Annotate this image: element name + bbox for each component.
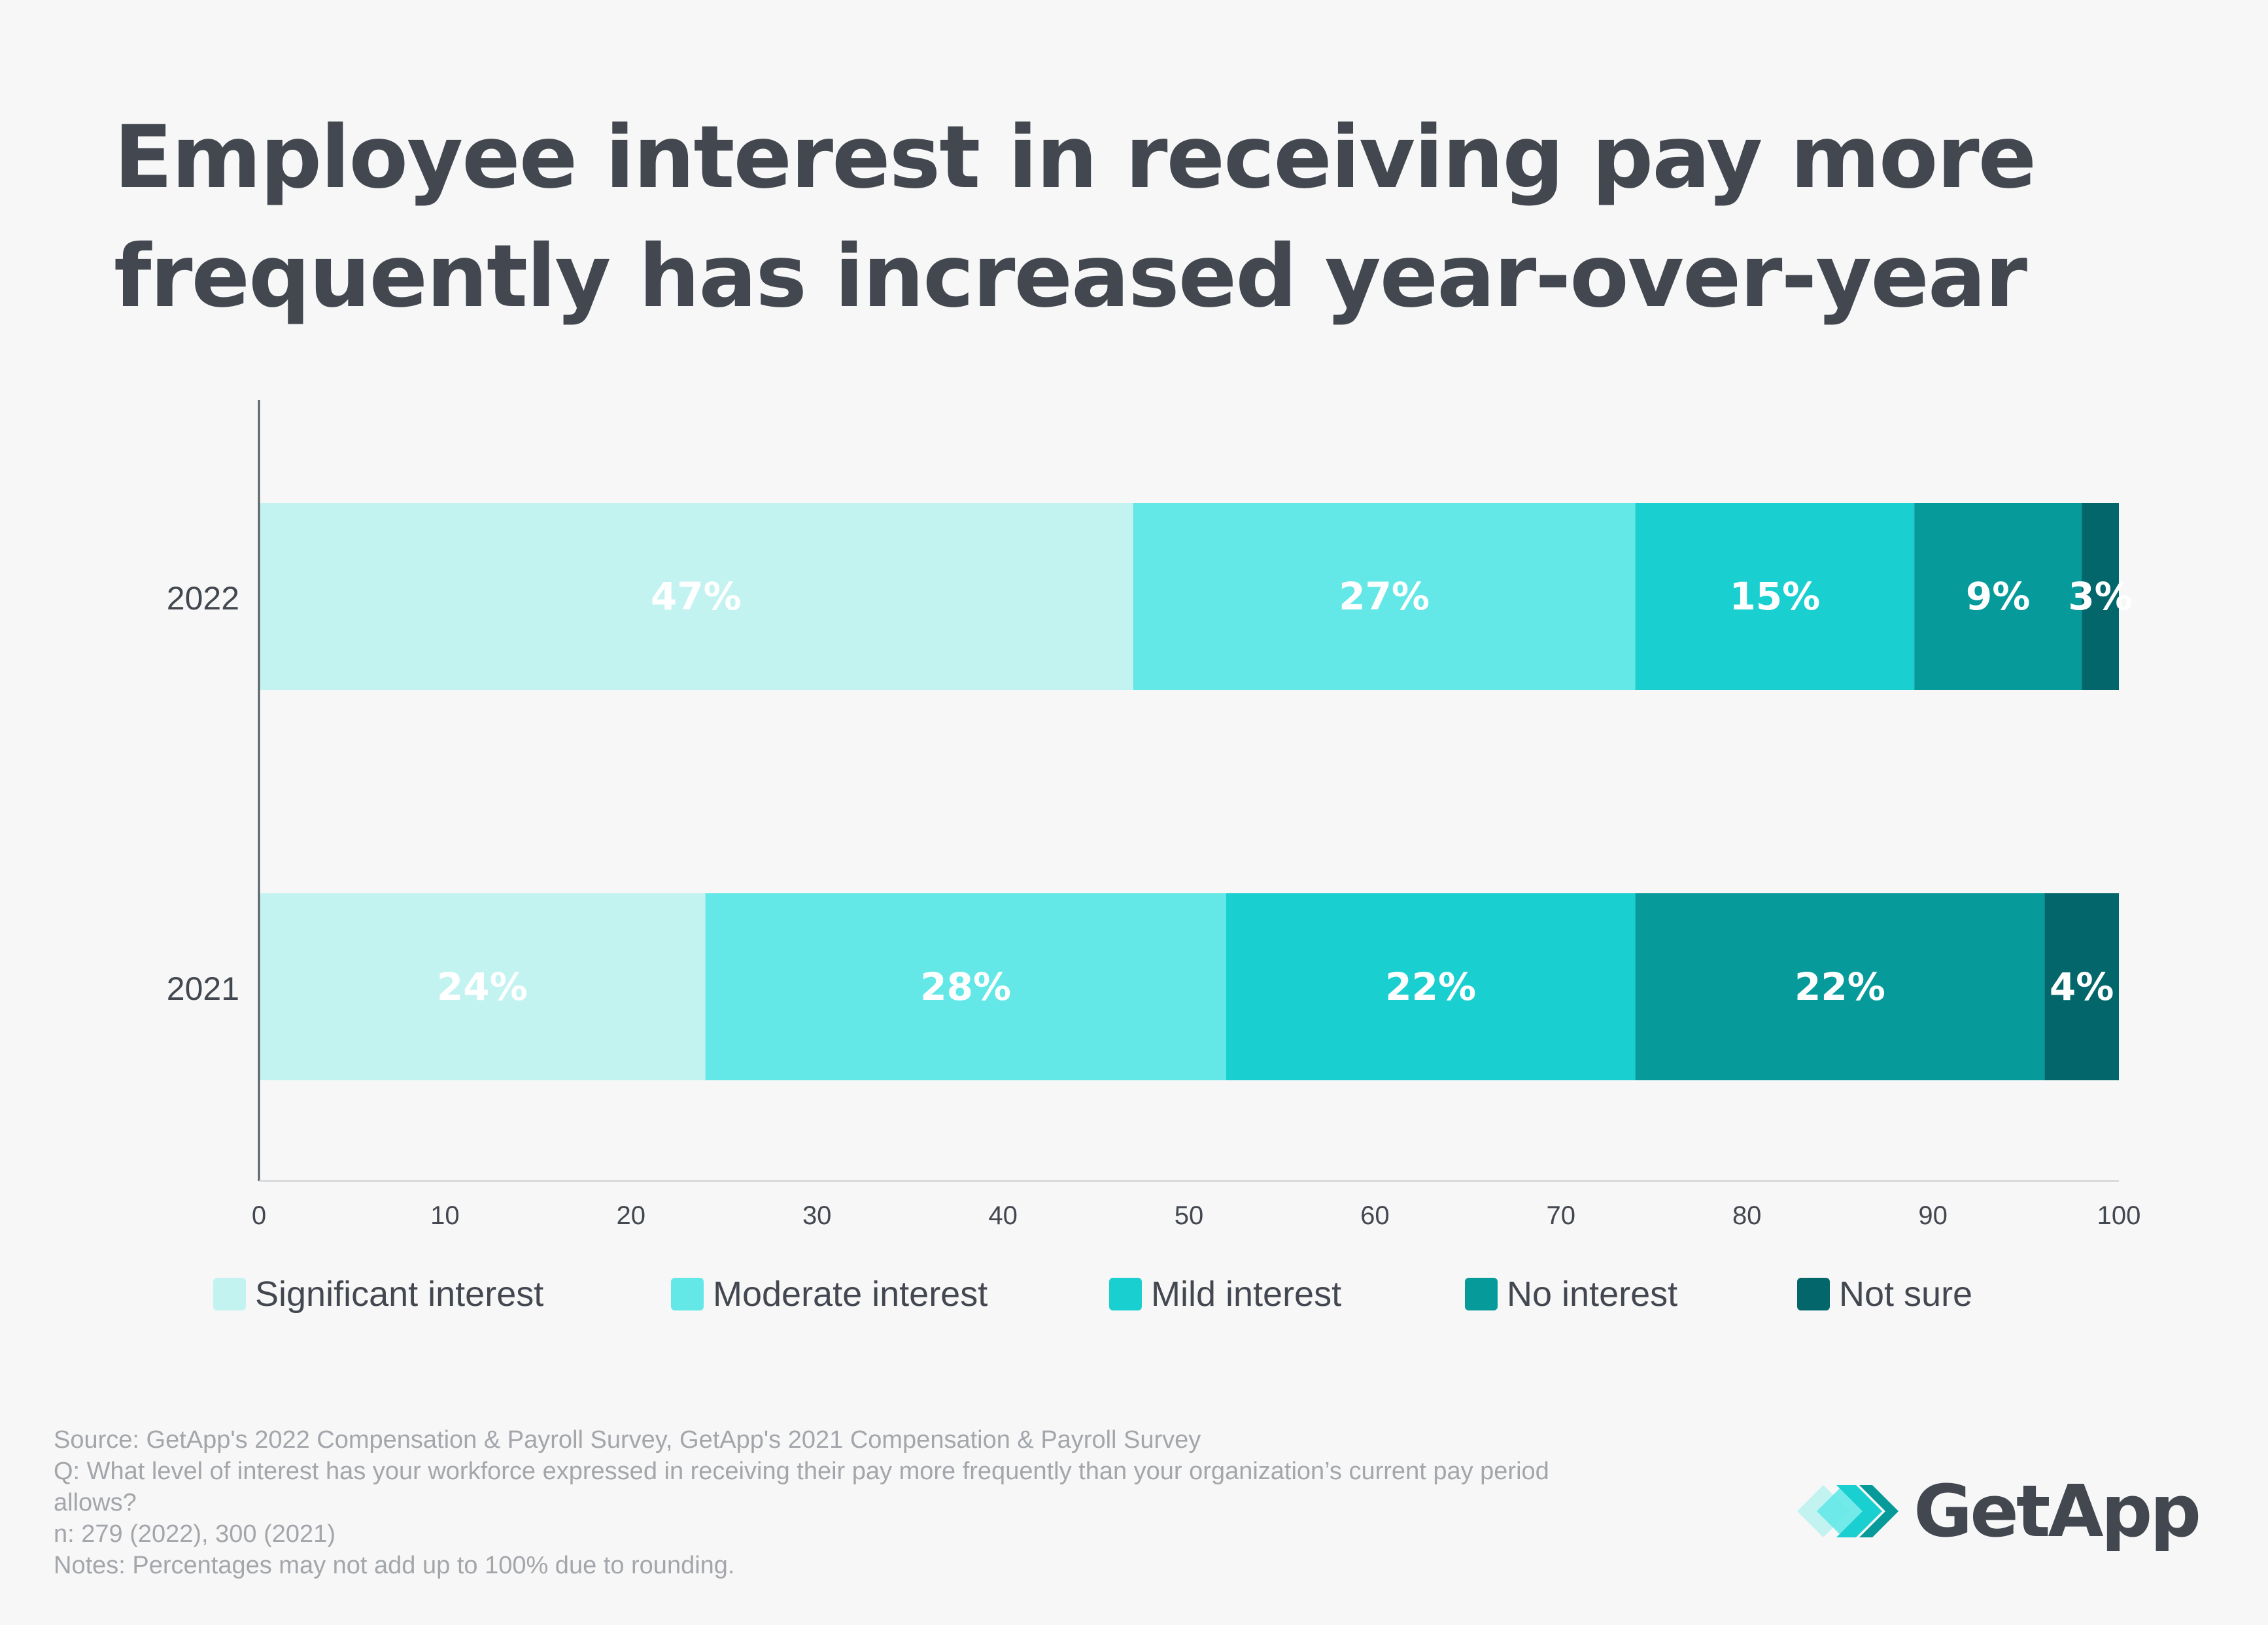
title-line-1: Employee interest in receiving pay more — [114, 107, 2036, 208]
bar-2022-significant-interest — [259, 503, 1133, 690]
x-tick-label-50: 50 — [1175, 1201, 1204, 1230]
title-line-2: frequently has increased year-over-year — [114, 226, 2027, 327]
legend-swatch — [671, 1278, 704, 1310]
x-tick-label-0: 0 — [252, 1201, 266, 1230]
bar-labels-layer: 47% 27% 15% 9% 3% 24% 28% 22% 22% 4% — [437, 574, 2133, 1009]
x-tick-label-80: 80 — [1732, 1201, 1762, 1230]
legend: Significant interest Moderate interest Mil… — [0, 1271, 2268, 1317]
footer-notes: Source: GetApp's 2022 Compensation & Pay… — [54, 1424, 1623, 1581]
rounding-note: Notes: Percentages may not add up to 100… — [54, 1552, 735, 1579]
x-tick-label-20: 20 — [617, 1201, 646, 1230]
bar-label-2021-significant-interest: 24% — [437, 965, 528, 1009]
x-tick-label-10: 10 — [430, 1201, 460, 1230]
bar-label-2022-not-sure: 3% — [2068, 574, 2132, 619]
bar-2021-significant-interest — [259, 893, 706, 1080]
bar-label-2021-no-interest: 22% — [1795, 965, 1885, 1009]
bar-label-2021-mild-interest: 22% — [1385, 965, 1476, 1009]
bar-2022-moderate-interest — [1133, 503, 1636, 690]
bar-2022-mild-interest — [1635, 503, 1915, 690]
sample-size-note: n: 279 (2022), 300 (2021) — [54, 1520, 335, 1548]
x-tick-label-40: 40 — [988, 1201, 1018, 1230]
bar-label-2022-mild-interest: 15% — [1729, 574, 1820, 619]
bar-label-2021-moderate-interest: 28% — [920, 965, 1011, 1009]
category-label-2021: 2021 — [167, 970, 239, 1007]
legend-label: Not sure — [1839, 1274, 1973, 1314]
source-note: Source: GetApp's 2022 Compensation & Pay… — [54, 1426, 1201, 1454]
legend-swatch — [213, 1278, 246, 1310]
legend-label: Mild interest — [1151, 1274, 1342, 1314]
legend-swatch — [1797, 1278, 1830, 1310]
legend-item-no-interest: No interest — [1465, 1271, 1677, 1317]
bar-label-2022-moderate-interest: 27% — [1339, 574, 1430, 619]
legend-label: Moderate interest — [713, 1274, 988, 1314]
x-tick-label-30: 30 — [802, 1201, 832, 1230]
bar-2022-not-sure — [2082, 503, 2119, 690]
legend-label: No interest — [1507, 1274, 1678, 1314]
legend-item-moderate-interest: Moderate interest — [671, 1271, 988, 1317]
legend-item-not-sure: Not sure — [1797, 1271, 1972, 1317]
bar-label-2022-no-interest: 9% — [1966, 574, 2030, 619]
bars-layer — [259, 503, 2119, 1080]
logo-wordmark: GetApp — [1914, 1469, 2201, 1553]
question-note: Q: What level of interest has your workf… — [54, 1458, 1549, 1516]
bar-2021-no-interest — [1635, 893, 2045, 1080]
x-tick-label-90: 90 — [1918, 1201, 1948, 1230]
category-label-2022: 2022 — [167, 580, 239, 617]
bar-2021-mild-interest — [1226, 893, 1636, 1080]
bar-label-2022-significant-interest: 47% — [651, 574, 742, 619]
x-tick-label-60: 60 — [1360, 1201, 1390, 1230]
getapp-chevrons-icon — [1797, 1485, 1899, 1537]
legend-label: Significant interest — [255, 1274, 544, 1314]
bar-2021-not-sure — [2044, 893, 2119, 1080]
legend-swatch — [1109, 1278, 1142, 1310]
bar-label-2021-not-sure: 4% — [2050, 965, 2114, 1009]
bar-2022-no-interest — [1914, 503, 2082, 690]
legend-swatch — [1465, 1278, 1498, 1310]
legend-item-significant-interest: Significant interest — [213, 1271, 543, 1317]
axes-layer: 2022 2021 0 10 20 30 40 50 60 70 80 90 100 — [167, 400, 2141, 1230]
x-tick-label-70: 70 — [1547, 1201, 1576, 1230]
bar-2021-moderate-interest — [705, 893, 1226, 1080]
x-tick-label-100: 100 — [2097, 1201, 2141, 1230]
chart-title: Employee interest in receiving pay more … — [114, 98, 2141, 336]
legend-item-mild-interest: Mild interest — [1109, 1271, 1341, 1317]
getapp-logo: GetApp — [1797, 1469, 2201, 1554]
